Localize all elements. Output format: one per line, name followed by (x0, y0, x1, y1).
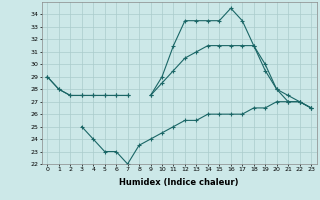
X-axis label: Humidex (Indice chaleur): Humidex (Indice chaleur) (119, 178, 239, 187)
